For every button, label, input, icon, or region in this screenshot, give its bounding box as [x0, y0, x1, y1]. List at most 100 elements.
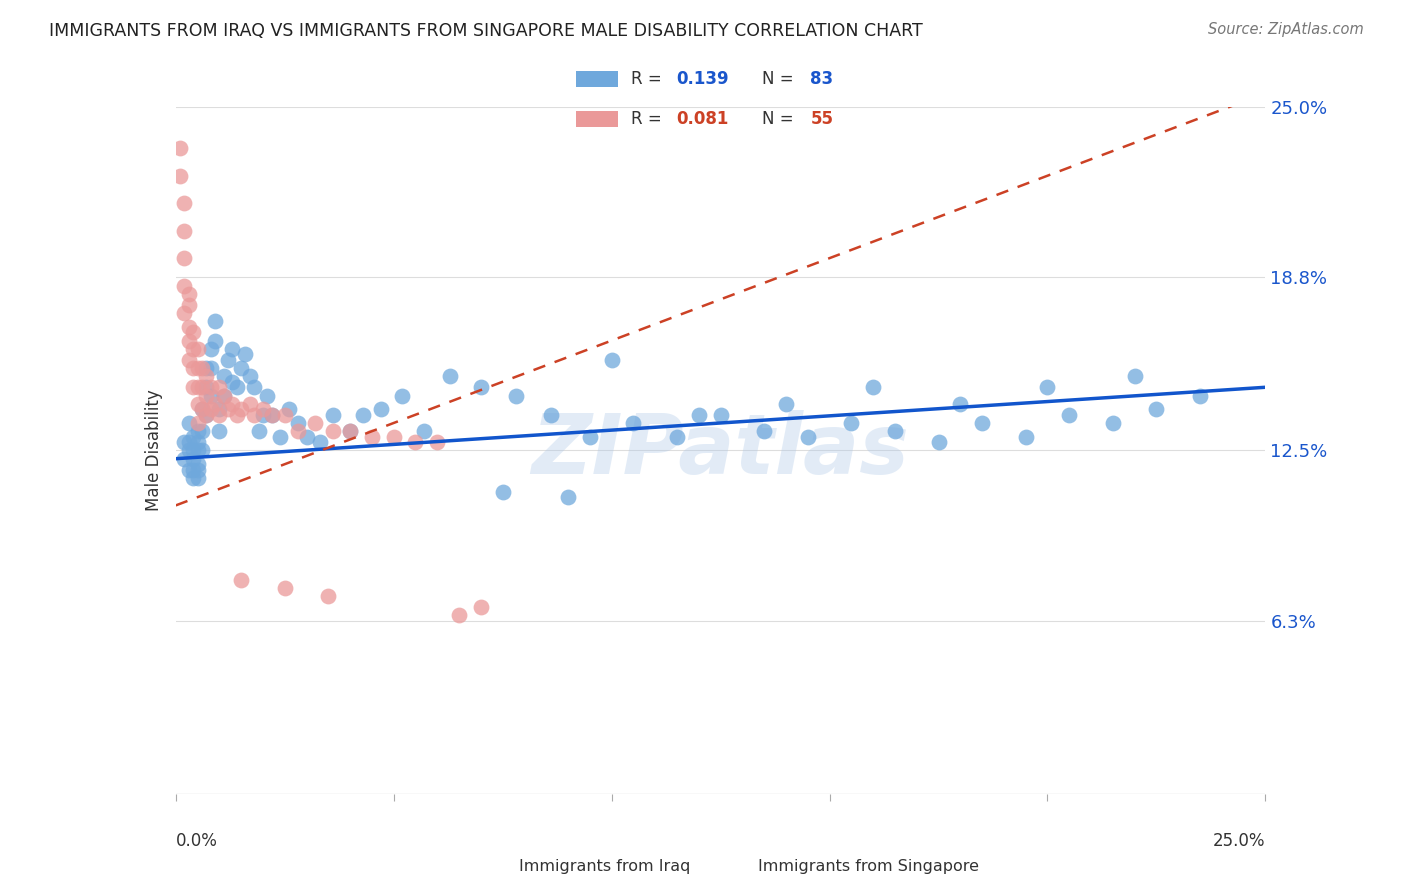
Point	[252, 402, 274, 417]
Point	[212, 388, 235, 402]
Point	[186, 397, 209, 411]
Text: R =: R =	[631, 110, 662, 128]
Point	[775, 397, 797, 411]
Point	[177, 443, 200, 458]
Point	[186, 443, 209, 458]
Point	[1123, 369, 1146, 384]
Point	[287, 416, 309, 430]
Point	[208, 402, 231, 417]
Point	[177, 286, 200, 301]
Point	[413, 424, 436, 438]
Point	[231, 573, 253, 587]
Point	[600, 352, 623, 367]
Point	[579, 430, 602, 444]
Text: 83: 83	[810, 70, 834, 88]
Point	[181, 451, 204, 466]
Point	[200, 380, 222, 394]
Point	[318, 589, 340, 603]
Point	[200, 402, 222, 417]
Point	[186, 361, 209, 376]
Point	[274, 408, 297, 422]
Point	[405, 435, 427, 450]
Point	[186, 471, 209, 485]
Point	[231, 402, 253, 417]
Point	[217, 402, 239, 417]
Point	[391, 388, 413, 402]
Point	[200, 342, 222, 356]
Point	[208, 424, 231, 438]
Point	[439, 369, 461, 384]
Point	[208, 380, 231, 394]
Point	[1144, 402, 1167, 417]
Text: N =: N =	[762, 70, 794, 88]
Point	[304, 416, 326, 430]
Point	[195, 388, 218, 402]
Text: 0.081: 0.081	[676, 110, 728, 128]
Point	[191, 402, 214, 417]
Point	[382, 430, 405, 444]
Point	[1036, 380, 1059, 394]
Point	[426, 435, 449, 450]
Point	[239, 369, 262, 384]
Point	[169, 169, 191, 183]
Point	[217, 352, 239, 367]
Point	[181, 361, 204, 376]
FancyBboxPatch shape	[576, 111, 617, 127]
Point	[173, 451, 195, 466]
Point	[447, 608, 470, 623]
Point	[339, 424, 361, 438]
Point	[1189, 388, 1212, 402]
Point	[204, 334, 226, 348]
Point	[212, 369, 235, 384]
Text: 0.0%: 0.0%	[176, 832, 218, 850]
Point	[177, 334, 200, 348]
Point	[212, 388, 235, 402]
Text: 25.0%: 25.0%	[1213, 832, 1265, 850]
Point	[540, 408, 562, 422]
Point	[862, 380, 884, 394]
Point	[181, 471, 204, 485]
Point	[177, 435, 200, 450]
Point	[195, 361, 218, 376]
Point	[688, 408, 710, 422]
Point	[177, 463, 200, 477]
Point	[177, 352, 200, 367]
Point	[181, 380, 204, 394]
Point	[186, 342, 209, 356]
Text: ZIPatlas: ZIPatlas	[531, 410, 910, 491]
Point	[221, 375, 243, 389]
Point	[308, 435, 330, 450]
Point	[173, 306, 195, 320]
Text: 55: 55	[810, 110, 834, 128]
Point	[470, 600, 492, 615]
Point	[173, 196, 195, 211]
Point	[841, 416, 863, 430]
Point	[177, 416, 200, 430]
Point	[970, 416, 993, 430]
Point	[208, 408, 231, 422]
Point	[177, 298, 200, 312]
Point	[186, 463, 209, 477]
Point	[322, 408, 344, 422]
Point	[186, 424, 209, 438]
Point	[322, 424, 344, 438]
Point	[370, 402, 392, 417]
Point	[235, 347, 257, 361]
Point	[269, 430, 291, 444]
Point	[191, 443, 214, 458]
Point	[470, 380, 492, 394]
Point	[239, 397, 262, 411]
Point	[339, 424, 361, 438]
Point	[949, 397, 972, 411]
Point	[505, 388, 527, 402]
Point	[195, 408, 218, 422]
Point	[191, 402, 214, 417]
Point	[360, 430, 382, 444]
Point	[204, 314, 226, 328]
Point	[181, 430, 204, 444]
Point	[181, 443, 204, 458]
Point	[287, 424, 309, 438]
Y-axis label: Male Disability: Male Disability	[145, 390, 163, 511]
Point	[621, 416, 644, 430]
Point	[1102, 416, 1125, 430]
